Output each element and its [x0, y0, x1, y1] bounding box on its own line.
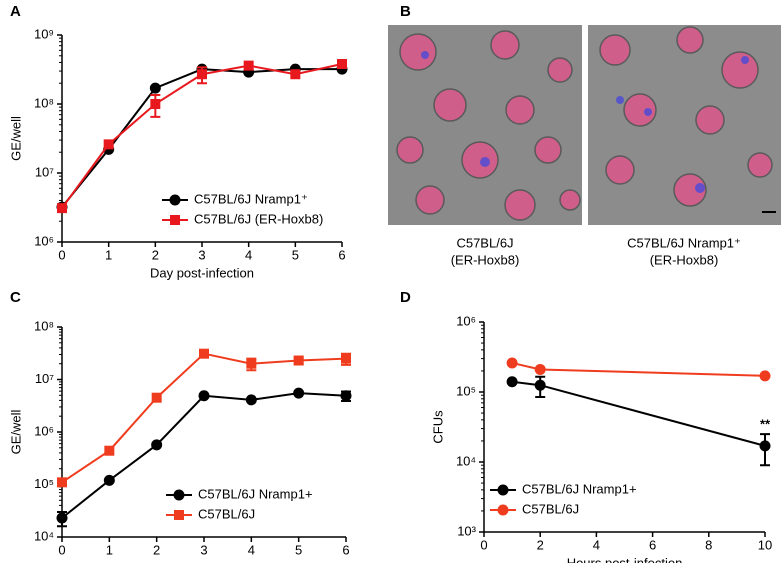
point	[56, 512, 68, 524]
series-line	[511, 380, 766, 447]
x-axis-label: Day post-infection	[152, 560, 256, 563]
image-caption: (ER-Hoxb8)	[650, 252, 719, 267]
legend-marker	[169, 194, 181, 206]
x-tick-label: 5	[292, 247, 299, 262]
point	[506, 357, 518, 369]
legend-label: C57BL/6J	[522, 501, 579, 516]
x-tick-label: 0	[480, 537, 487, 552]
panel-label: C	[10, 289, 21, 306]
x-tick-label: 4	[248, 542, 255, 557]
legend-label: C57BL/6J Nramp1+	[522, 481, 637, 496]
y-tick-label: 10⁴	[456, 453, 476, 468]
image-caption: C57BL/6J	[456, 235, 513, 250]
x-tick-label: 5	[295, 542, 302, 557]
point	[293, 355, 304, 366]
x-tick-label: 1	[106, 542, 113, 557]
point	[290, 69, 301, 80]
point	[759, 440, 771, 452]
panel-label: A	[10, 3, 21, 20]
point	[340, 390, 352, 402]
y-tick-label: 10⁹	[34, 26, 54, 41]
x-tick-label: 0	[58, 542, 65, 557]
x-tick-label: 2	[537, 537, 544, 552]
x-tick-label: 3	[198, 247, 205, 262]
point	[103, 474, 115, 486]
point	[197, 69, 207, 80]
y-tick-label: 10³	[457, 523, 476, 538]
point	[151, 392, 162, 403]
x-tick-label: 10	[758, 537, 772, 552]
y-tick-label: 10⁶	[456, 313, 476, 328]
point	[151, 439, 163, 451]
point	[150, 99, 161, 109]
x-tick-label: 6	[649, 537, 656, 552]
micrograph	[388, 25, 781, 225]
point	[149, 82, 161, 94]
legend-label: C57BL/6J (ER-Hoxb8)	[194, 211, 323, 226]
y-tick-label: 10⁸	[34, 95, 54, 110]
legend-marker	[497, 484, 509, 496]
point	[293, 387, 305, 399]
x-tick-label: 3	[200, 542, 207, 557]
x-tick-label: 8	[705, 537, 712, 552]
legend-label: C57BL/6J	[198, 506, 255, 521]
point	[104, 445, 115, 456]
point	[534, 379, 546, 391]
x-tick-label: 1	[105, 247, 112, 262]
point	[245, 394, 257, 406]
image-caption: (ER-Hoxb8)	[451, 252, 520, 267]
y-tick-label: 10⁷	[35, 164, 54, 179]
point	[57, 203, 67, 214]
y-tick-label: 10⁶	[34, 233, 54, 248]
y-tick-label: 10⁵	[456, 383, 476, 398]
y-axis-label: GE/well	[8, 116, 23, 161]
panel-label: D	[400, 289, 411, 306]
y-tick-label: 10⁵	[34, 476, 54, 491]
point	[103, 139, 114, 150]
x-tick-label: 6	[338, 247, 345, 262]
point	[506, 376, 518, 388]
image-caption: C57BL/6J Nramp1⁺	[627, 235, 741, 250]
y-axis-label: CFUs	[430, 410, 445, 444]
point	[534, 363, 546, 375]
legend-marker	[170, 215, 180, 225]
y-tick-label: 10⁴	[34, 528, 54, 543]
point	[246, 358, 257, 369]
x-axis-label: Hours post-infection	[567, 555, 683, 563]
legend-marker	[174, 510, 184, 520]
point	[337, 58, 347, 69]
x-tick-label: 4	[593, 537, 600, 552]
point	[759, 370, 771, 382]
legend-marker	[173, 489, 185, 501]
x-tick-label: 2	[153, 542, 160, 557]
x-axis-label: Day post-infection	[150, 265, 254, 280]
series-line	[511, 361, 766, 377]
panel-label: B	[400, 3, 411, 20]
point	[341, 353, 351, 364]
x-tick-label: 0	[58, 247, 65, 262]
x-tick-label: 4	[245, 247, 252, 262]
y-tick-label: 10⁶	[34, 423, 54, 438]
legend-label: C57BL/6J Nramp1+	[198, 486, 313, 501]
series-line	[61, 352, 347, 484]
y-tick-label: 10⁷	[35, 371, 54, 386]
legend-label: C57BL/6J Nramp1⁺	[194, 191, 308, 206]
x-tick-label: 2	[152, 247, 159, 262]
point	[57, 477, 67, 488]
point	[199, 348, 209, 359]
y-tick-label: 10⁸	[34, 318, 54, 333]
y-axis-label: GE/well	[8, 409, 23, 454]
point	[243, 60, 254, 71]
series-line	[61, 68, 342, 208]
legend-marker	[497, 504, 509, 516]
point	[198, 390, 210, 402]
annotation: **	[760, 417, 771, 432]
x-tick-label: 6	[342, 542, 349, 557]
series-line	[61, 63, 343, 209]
